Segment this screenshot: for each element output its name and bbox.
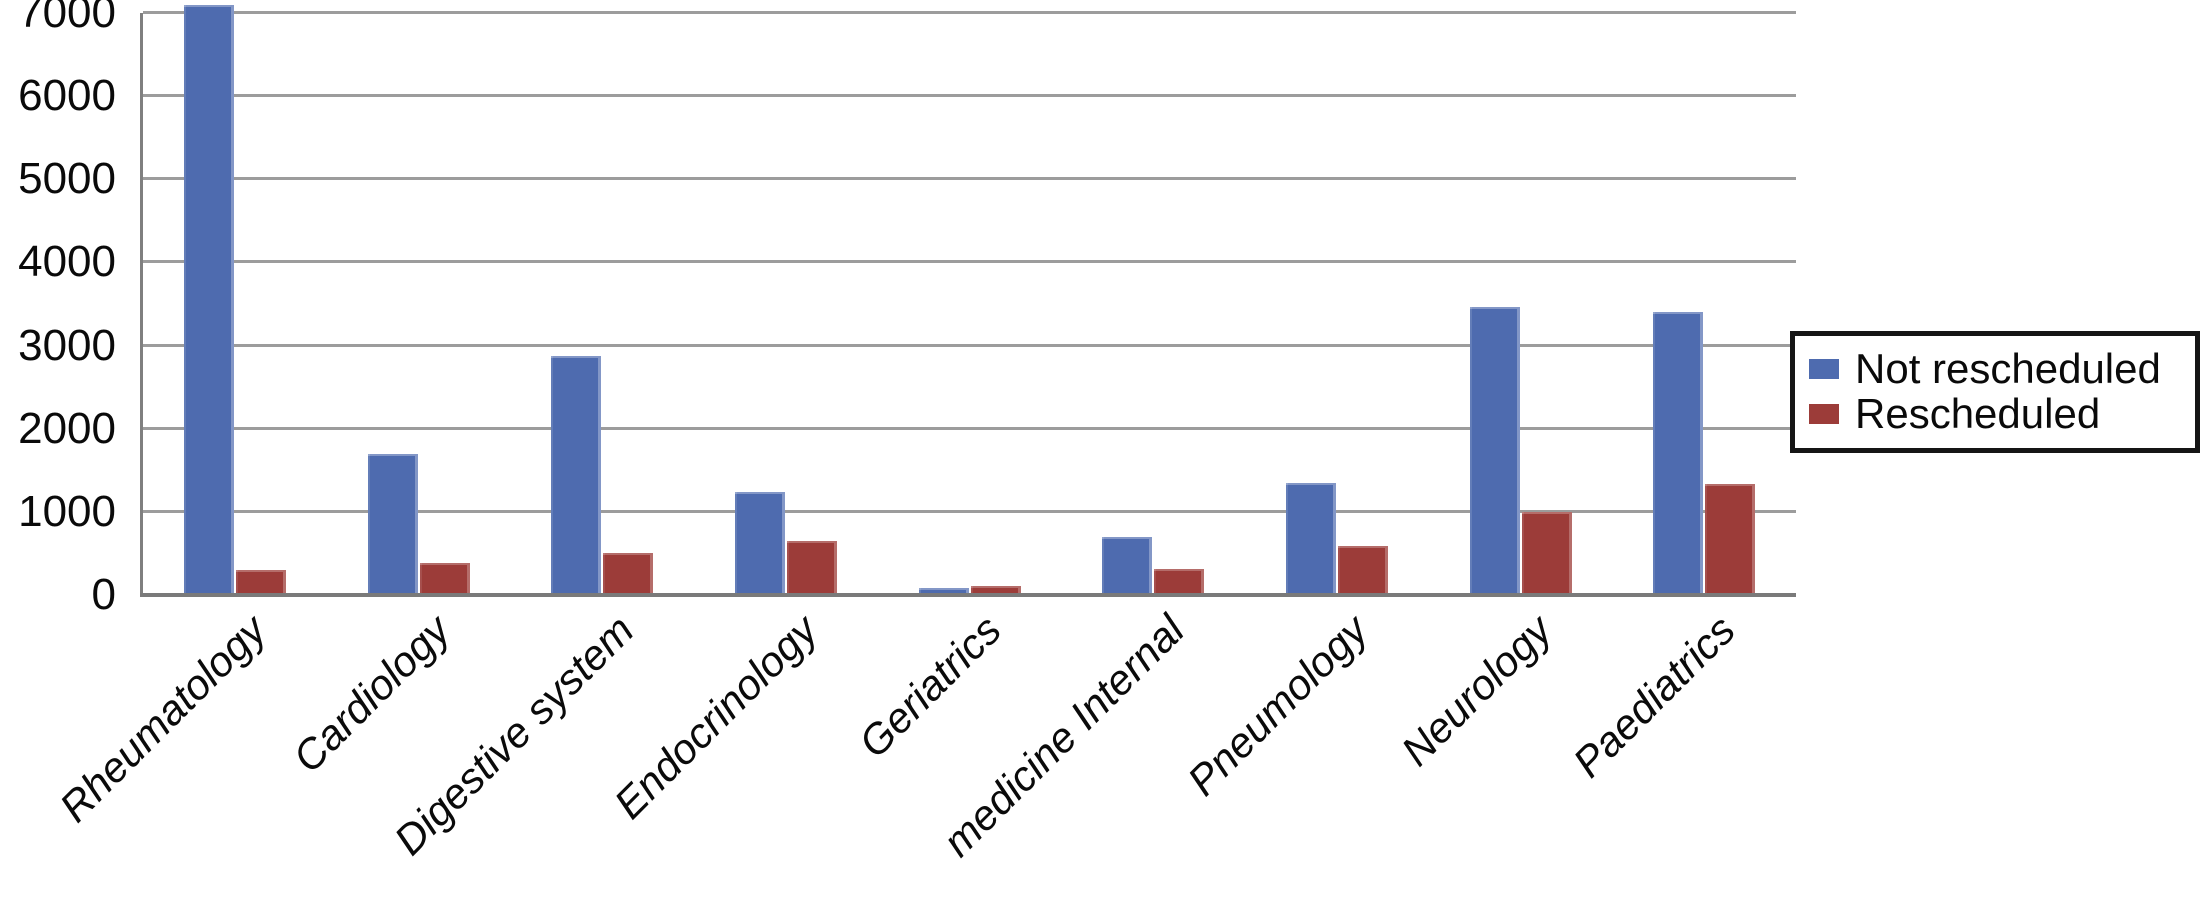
x-axis-label-paediatrics: Paediatrics	[1564, 606, 1745, 787]
gridline-2000	[143, 426, 1796, 430]
bar-rescheduled-neurology	[1521, 511, 1572, 595]
bar-rescheduled-geriatrics	[970, 585, 1021, 595]
bar-not-rescheduled-endocrinology	[734, 491, 785, 595]
y-tick-label-7000: 7000	[18, 0, 116, 37]
bar-group-endocrinology	[694, 13, 878, 595]
gridline-6000	[143, 94, 1796, 98]
bar-group-rheumatology	[143, 4, 327, 595]
y-tick-label-3000: 3000	[18, 320, 116, 370]
bar-group-medicine-internal	[1061, 13, 1245, 595]
bar-group-paediatrics	[1612, 13, 1796, 595]
gridline-4000	[143, 260, 1796, 264]
bar-not-rescheduled-paediatrics	[1653, 312, 1704, 595]
bar-groups	[143, 4, 1796, 595]
x-axis-line	[140, 593, 1796, 597]
y-tick-label-4000: 4000	[18, 237, 116, 287]
x-axis-label-pneumology: Pneumology	[1178, 606, 1378, 805]
legend-row-not-rescheduled: Not rescheduled	[1809, 346, 2179, 391]
bar-rescheduled-digestive-system	[603, 553, 654, 595]
bar-not-rescheduled-rheumatology	[183, 4, 234, 595]
gridline-7000	[143, 11, 1796, 14]
legend-swatch-rescheduled	[1809, 403, 1839, 424]
bar-not-rescheduled-medicine-internal	[1102, 536, 1153, 595]
x-axis-label-cardiology: Cardiology	[283, 606, 459, 782]
bar-group-geriatrics	[878, 13, 1062, 595]
bar-not-rescheduled-cardiology	[367, 453, 418, 595]
legend-label-rescheduled: Rescheduled	[1855, 390, 2101, 437]
bar-rescheduled-rheumatology	[235, 570, 286, 595]
bar-not-rescheduled-neurology	[1469, 307, 1520, 595]
bar-not-rescheduled-geriatrics	[918, 587, 969, 595]
y-tick-label-6000: 6000	[18, 71, 116, 121]
bar-rescheduled-pneumology	[1337, 545, 1388, 595]
bar-group-neurology	[1429, 13, 1613, 595]
bar-group-pneumology	[1245, 13, 1429, 595]
y-tick-label-1000: 1000	[18, 486, 116, 536]
bar-not-rescheduled-pneumology	[1285, 482, 1336, 595]
y-tick-label-2000: 2000	[18, 403, 116, 453]
x-axis-label-neurology: Neurology	[1392, 606, 1561, 775]
bar-rescheduled-cardiology	[419, 562, 470, 595]
bar-not-rescheduled-digestive-system	[551, 355, 602, 595]
legend-swatch-not-rescheduled	[1809, 358, 1839, 379]
y-tick-label-5000: 5000	[18, 154, 116, 204]
gridline-5000	[143, 177, 1796, 181]
gridline-3000	[143, 343, 1796, 347]
legend: Not rescheduled Rescheduled	[1790, 331, 2200, 453]
bar-group-cardiology	[327, 13, 511, 595]
plot-area	[140, 4, 1796, 597]
gridline-1000	[143, 509, 1796, 513]
bar-group-digestive-system	[510, 13, 694, 595]
bar-rescheduled-medicine-internal	[1154, 569, 1205, 595]
bar-rescheduled-endocrinology	[786, 540, 837, 595]
bar-rescheduled-paediatrics	[1705, 483, 1756, 595]
x-axis-label-geriatrics: Geriatrics	[849, 606, 1010, 767]
legend-label-not-rescheduled: Not rescheduled	[1855, 345, 2161, 392]
y-tick-label-0: 0	[91, 570, 116, 619]
legend-row-rescheduled: Rescheduled	[1809, 391, 2179, 436]
x-axis-label-rheumatology: Rheumatology	[50, 606, 276, 831]
